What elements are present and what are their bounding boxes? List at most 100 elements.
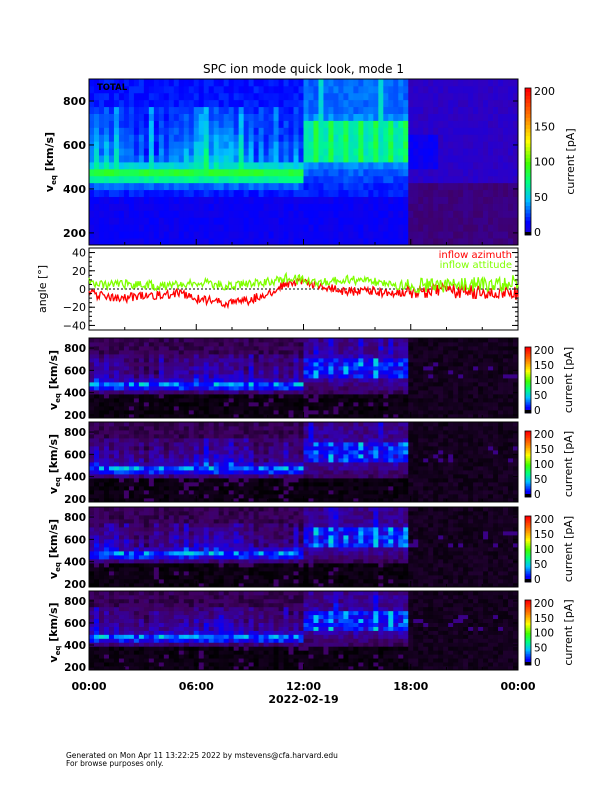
heatmap-cell [403,79,409,87]
heatmap-cell [248,175,255,184]
heatmap-cell [108,346,115,351]
heatmap-cell [373,366,379,371]
heatmap-cell [193,386,200,391]
heatmap-cell [243,402,250,407]
heatmap-cell [103,238,110,246]
heatmap-cell [328,113,334,121]
heatmap-cell [368,99,374,108]
heatmap-cell [398,386,404,391]
heatmap-cell [268,358,274,363]
heatmap-cell [93,374,100,379]
heatmap-cell [253,92,260,101]
heatmap-cell [258,406,264,411]
y-axis-label: veq [km/s] [43,132,58,192]
heatmap-cell [473,168,479,177]
heatmap-cell [198,398,205,403]
heatmap-cell [193,92,200,101]
heatmap-cell [453,162,459,170]
heatmap-cell [303,406,309,411]
heatmap-cell [243,442,250,447]
heatmap-cell [433,210,439,218]
heatmap-cell [273,386,279,391]
heatmap-cell [373,398,379,403]
heatmap-cell [268,362,274,367]
heatmap-cell [89,162,95,170]
heatmap-cell [203,127,210,135]
heatmap-cell [303,162,309,170]
heatmap-cell [393,148,399,156]
heatmap-cell [378,394,384,399]
heatmap-cell [89,454,95,459]
heatmap-cell [89,203,95,211]
heatmap-cell [168,238,175,246]
heatmap-cell [258,390,264,395]
heatmap-cell [138,482,145,487]
heatmap-cell [318,189,324,197]
heatmap-cell [108,338,115,343]
heatmap-cell [408,155,414,163]
heatmap-cell [123,438,130,443]
heatmap-cell [293,354,299,359]
heatmap-cell [483,175,489,184]
heatmap-cell [378,374,384,379]
heatmap-cell [503,141,509,149]
heatmap-cell [333,426,339,431]
heatmap-cell [243,155,250,163]
heatmap-cell [193,474,200,479]
heatmap-cell [273,394,279,399]
heatmap-cell [278,346,284,351]
heatmap-cell [268,378,274,383]
heatmap-cell [138,394,145,399]
heatmap-cell [283,203,289,211]
heatmap-cell [368,148,374,156]
heatmap-cell [233,370,240,375]
heatmap-cell [218,162,225,170]
heatmap-cell [343,127,349,135]
heatmap-cell [248,79,255,87]
heatmap-cell [233,338,240,343]
heatmap-cell [433,175,439,184]
heatmap-cell [453,370,459,375]
heatmap-cell [363,92,369,101]
heatmap-cell [283,224,289,232]
colorbar-swatch [525,146,531,151]
heatmap-cell [303,370,309,375]
heatmap-cell [223,203,230,211]
heatmap-cell [143,414,150,419]
heatmap-cell [508,238,514,246]
heatmap-cell [443,141,449,149]
heatmap-cell [163,442,170,447]
heatmap-cell [258,446,264,451]
heatmap-cell [103,474,110,479]
heatmap-cell [203,362,210,367]
heatmap-cell [493,374,499,379]
heatmap-cell [243,148,250,156]
heatmap-cell [93,217,100,225]
heatmap-cell [153,458,160,463]
heatmap-cell [458,141,464,149]
heatmap-cell [153,446,160,451]
heatmap-cell [173,410,180,415]
heatmap-cell [248,374,255,379]
heatmap-cell [263,182,269,191]
heatmap-cell [488,134,494,142]
heatmap-cell [273,406,279,411]
heatmap-cell [198,430,205,435]
heatmap-cell [103,127,110,135]
heatmap-cell [193,354,200,359]
heatmap-cell [243,99,250,108]
heatmap-cell [268,490,274,495]
heatmap-cell [248,354,255,359]
heatmap-cell [343,434,349,439]
heatmap-cell [398,362,404,367]
heatmap-cell [493,338,499,343]
heatmap-cell [488,92,494,101]
heatmap-cell [398,85,404,94]
heatmap-cell [333,141,339,149]
heatmap-cell [393,155,399,163]
heatmap-cell [458,224,464,232]
heatmap-cell [313,410,319,415]
heatmap-cell [208,430,215,435]
heatmap-cell [118,342,125,347]
heatmap-cell [493,120,499,128]
